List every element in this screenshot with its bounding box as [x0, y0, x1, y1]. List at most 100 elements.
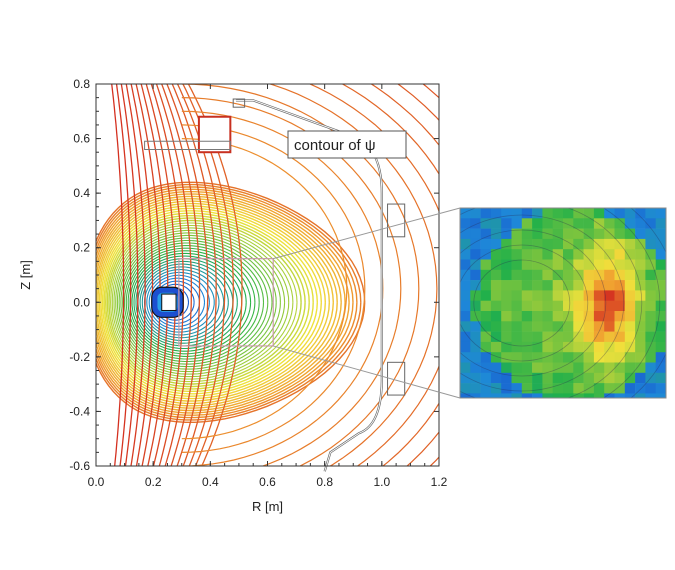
- inset-cell: [521, 290, 533, 301]
- inset-cell: [542, 218, 553, 229]
- inset-cell: [645, 372, 656, 384]
- inset-cell: [552, 269, 564, 281]
- inset-cell: [542, 259, 553, 271]
- inset-cell: [645, 383, 656, 394]
- x-tick-label: 1.2: [431, 475, 448, 489]
- zoom-connector-lines: [273, 207, 461, 399]
- inset-cell: [532, 321, 543, 332]
- inset-cell: [563, 311, 574, 322]
- inset-cell: [470, 393, 481, 398]
- inset-cell: [624, 259, 636, 271]
- inset-cell: [480, 238, 492, 250]
- inset-cell: [583, 238, 595, 250]
- inset-cell: [532, 372, 543, 384]
- inset-cell: [614, 362, 626, 374]
- psi-contour-line: [96, 186, 358, 419]
- inset-cell: [542, 238, 553, 250]
- inset-cell: [470, 383, 481, 394]
- inset-cell: [583, 280, 595, 291]
- psi-contour-line: [122, 239, 269, 365]
- inset-cell: [460, 331, 471, 343]
- open-field-line: [171, 84, 217, 466]
- inset-cell: [542, 290, 553, 301]
- inset-cell: [614, 311, 626, 322]
- inset-cell: [490, 259, 502, 271]
- inset-cell: [552, 331, 564, 343]
- inset-cell: [563, 228, 574, 240]
- inset-contour-arc: [460, 229, 607, 377]
- inset-cell: [563, 341, 574, 353]
- inset-cell: [501, 300, 512, 312]
- psi-contour-line: [96, 193, 346, 412]
- psi-contour-line: [96, 181, 366, 423]
- x-tick-label: 0.8: [316, 475, 333, 489]
- inset-cell: [655, 372, 666, 384]
- upper-coil: [197, 115, 232, 154]
- inset-cell: [593, 259, 605, 271]
- inset-cell: [635, 290, 646, 301]
- inset-cell: [490, 311, 502, 322]
- inset-cell: [542, 331, 553, 343]
- inset-cell: [604, 228, 615, 240]
- x-axis-label: R [m]: [252, 499, 283, 514]
- inset-cell: [470, 238, 481, 250]
- psi-contour-line: [131, 252, 247, 352]
- inset-cell: [501, 321, 512, 332]
- psi-contour-line: [103, 212, 314, 392]
- inset-cell: [542, 352, 553, 363]
- inset-cell: [552, 311, 564, 322]
- inset-cell: [624, 362, 636, 374]
- inset-cell: [604, 238, 615, 250]
- inset-cell: [635, 300, 646, 312]
- inset-cell: [645, 352, 656, 363]
- inset-cell: [532, 208, 543, 219]
- inset-cell: [604, 218, 615, 229]
- x-tick-label: 0.0: [88, 475, 105, 489]
- inset-cell: [470, 300, 481, 312]
- inset-cell: [624, 321, 636, 332]
- inset-cell: [604, 249, 615, 260]
- inset-cell: [532, 383, 543, 394]
- inset-cell: [501, 362, 512, 374]
- inset-cell: [573, 300, 584, 312]
- inset-cell: [490, 393, 502, 398]
- inset-cell: [635, 393, 646, 398]
- y-tick-label: 0.6: [73, 132, 90, 146]
- y-tick-label: -0.2: [69, 350, 90, 364]
- inset-cell: [552, 259, 564, 271]
- inset-cell: [470, 249, 481, 260]
- inset-cell: [501, 311, 512, 322]
- psi-contour-line: [104, 215, 310, 390]
- inset-cell: [460, 228, 471, 240]
- inset-cell: [470, 218, 481, 229]
- inset-cell: [501, 331, 512, 343]
- inset-cell: [490, 300, 502, 312]
- inset-cell: [511, 249, 523, 260]
- inner-coil: [161, 293, 177, 311]
- psi-contour-line: [139, 263, 229, 342]
- inset-cell: [511, 300, 523, 312]
- zoom-inset: [459, 207, 667, 399]
- inset-cell: [614, 280, 626, 291]
- inset-cell: [645, 311, 656, 322]
- inset-cell: [501, 249, 512, 260]
- inset-cell: [645, 362, 656, 374]
- inset-cell: [593, 321, 605, 332]
- x-tick-label: 1.0: [373, 475, 390, 489]
- inset-cell: [511, 383, 523, 394]
- inset-cell: [460, 383, 471, 394]
- psi-contour-line: [135, 258, 238, 347]
- inset-cell: [552, 218, 564, 229]
- inset-cell: [593, 372, 605, 384]
- inset-cell: [480, 228, 492, 240]
- inset-cell: [645, 228, 656, 240]
- inset-cell: [655, 362, 666, 374]
- inset-cell: [583, 249, 595, 260]
- inset-cell: [521, 249, 533, 260]
- y-axis-label: Z [m]: [18, 260, 33, 290]
- inset-cell: [583, 300, 595, 312]
- inset-cell: [583, 331, 595, 343]
- inset-cell: [521, 269, 533, 281]
- inset-cell: [511, 331, 523, 343]
- open-field-line: [182, 84, 234, 466]
